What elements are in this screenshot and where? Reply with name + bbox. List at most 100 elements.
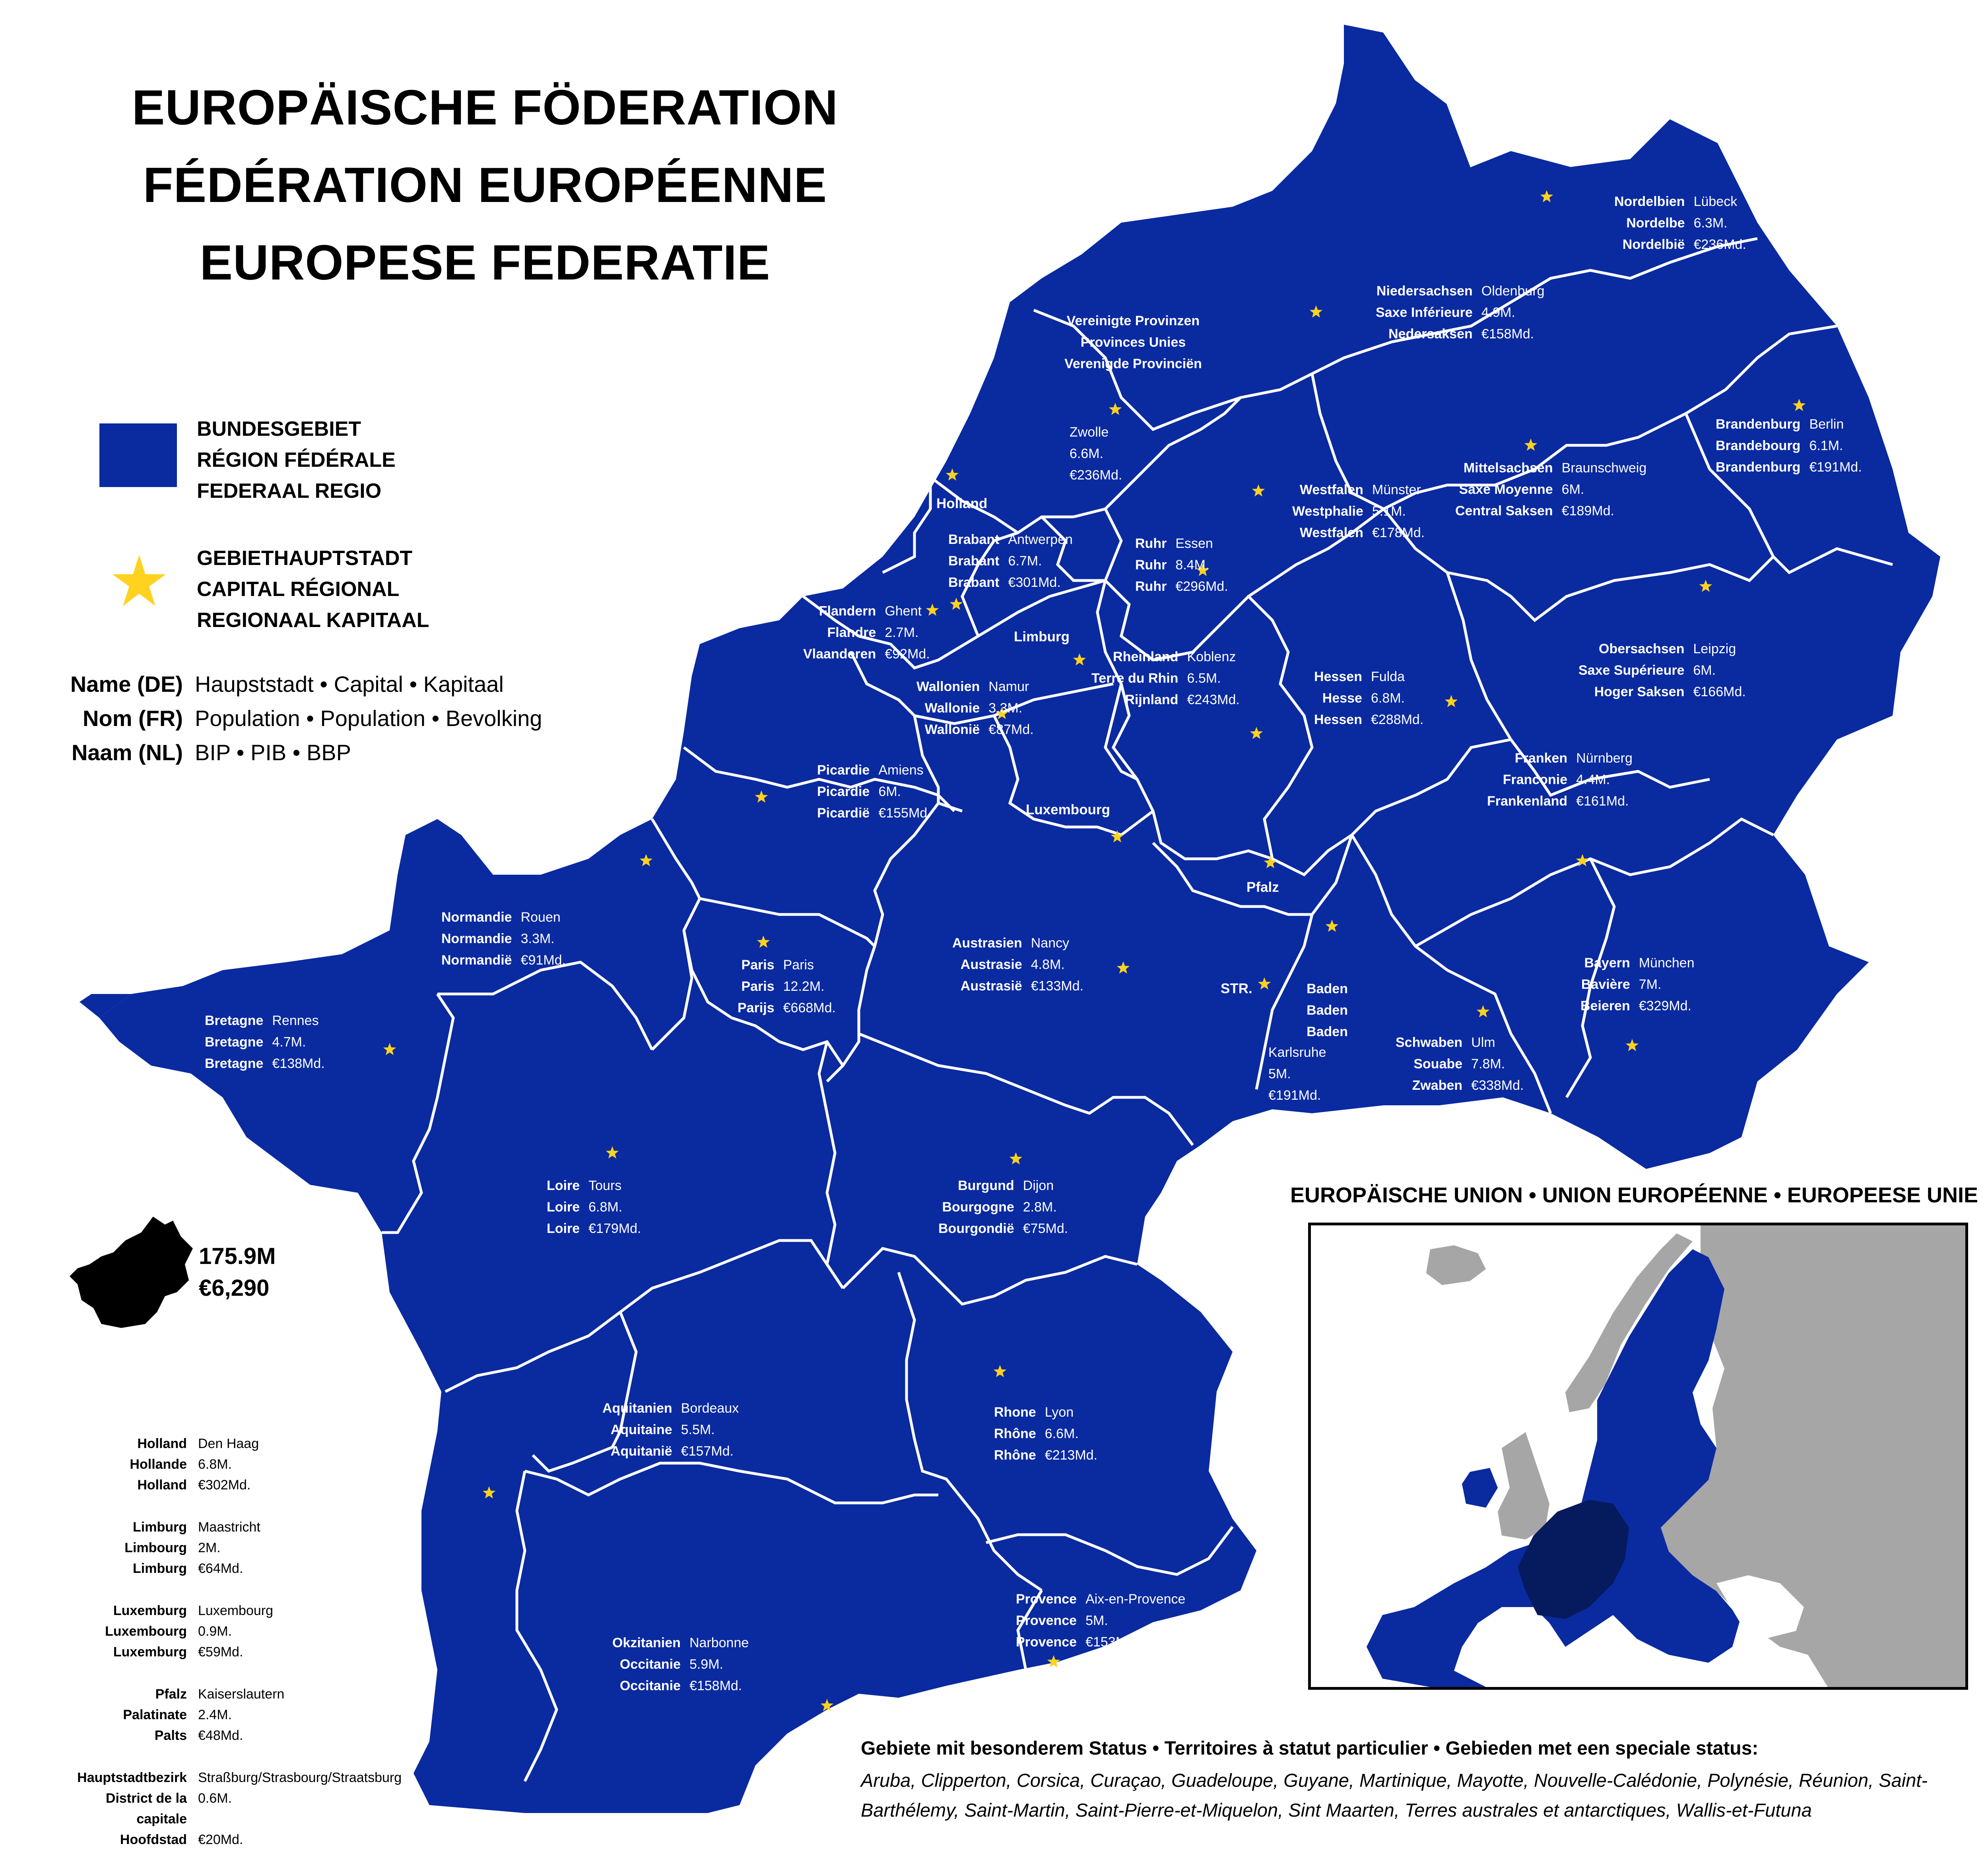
region-name: Loire xyxy=(547,1218,580,1239)
region-name: Niedersachsen xyxy=(1376,280,1473,302)
region-name: Baden xyxy=(1288,978,1348,1000)
region-name: Paris xyxy=(738,954,775,976)
region-stat: 7M. xyxy=(1639,974,1695,995)
region-name: Loire xyxy=(547,1196,580,1218)
region-stat: €301Md. xyxy=(1008,572,1073,593)
region-stat: €158Md. xyxy=(1481,323,1545,345)
region-baden-names: Baden Baden Baden xyxy=(1288,978,1348,1042)
region-label-rheinland: Rheinland Koblenz Terre du Rhin 6.5M. Rijnla… xyxy=(1091,646,1240,710)
total-population: 175.9M xyxy=(199,1240,276,1272)
region-name: Occitanie xyxy=(612,1675,681,1697)
region-name: Hollande xyxy=(60,1454,187,1475)
region-stat: €155Md. xyxy=(878,802,931,824)
region-label-bretagne: Bretagne Rennes Bretagne 4.7M. Bretagne €138M… xyxy=(205,1010,325,1074)
region-name: Ruhr xyxy=(1135,554,1167,576)
region-name: Holland xyxy=(60,1475,187,1495)
label-holland: Holland xyxy=(936,493,987,514)
region-label-flandern: Flandern Ghent Flandre 2.7M. Vlaanderen €92Md… xyxy=(803,600,930,665)
region-name: Rhone xyxy=(994,1402,1036,1423)
region-vp-names: Vereinigte Provinzen Provinces Unies Ver… xyxy=(1050,310,1217,375)
region-stat: Rennes xyxy=(272,1010,324,1031)
region-name: Obersachsen xyxy=(1578,638,1684,660)
region-name: Austrasië xyxy=(952,975,1022,997)
region-stat: €133Md. xyxy=(1031,975,1083,997)
region-stat: 5.5M. xyxy=(681,1419,739,1440)
region-name: Bretagne xyxy=(205,1031,263,1053)
region-name: Saxe Supérieure xyxy=(1578,660,1684,681)
region-name: Westfalen xyxy=(1292,522,1363,544)
region-stat: €138Md. xyxy=(272,1053,324,1074)
region-stat: €329Md. xyxy=(1639,995,1695,1017)
region-name: Hesse xyxy=(1314,687,1362,709)
region-name: Westphalie xyxy=(1292,501,1363,522)
region-name: Bourgondië xyxy=(938,1218,1014,1239)
legend-region-fr: RÉGION FÉDÉRALE xyxy=(197,445,396,476)
region-name: Luxemburg xyxy=(60,1642,187,1662)
legend-capital-de: GEBIETHAUPTSTADT xyxy=(197,543,429,574)
star-icon xyxy=(111,555,167,608)
region-label-franken: Franken Nürnberg Franconie 4.4M. Frankenland… xyxy=(1487,747,1633,812)
region-name: Bretagne xyxy=(205,1010,263,1031)
region-label-brandenburg: Brandenburg Berlin Brandebourg 6.1M. Branden… xyxy=(1716,413,1862,478)
region-name: Rhône xyxy=(994,1423,1036,1444)
region-name: Rheinland xyxy=(1091,646,1178,668)
region-name: Bavière xyxy=(1580,974,1630,995)
region-stat: 5M. xyxy=(1268,1063,1326,1085)
region-name: Mittelsachsen xyxy=(1455,457,1553,479)
region-name: Bretagne xyxy=(205,1053,263,1074)
region-stat: 6M. xyxy=(878,781,931,802)
small-region-entry: Limburg Maastricht Limbourg 2M. Limburg €64Md… xyxy=(60,1517,260,1579)
region-baden-stats: Karlsruhe 5M. €191Md. xyxy=(1268,1042,1326,1106)
region-label-provence: Provence Aix-en-Provence Provence 5M. Proven… xyxy=(1016,1588,1185,1653)
region-label-obersachsen: Obersachsen Leipzig Saxe Supérieure 6M. Hoge… xyxy=(1578,638,1746,703)
region-stat: Berlin xyxy=(1809,413,1862,435)
region-name: Palts xyxy=(60,1725,187,1746)
region-name: Baden xyxy=(1288,1021,1348,1042)
region-label-austrasien: Austrasien Nancy Austrasie 4.8M. Austrasië €1… xyxy=(952,932,1083,997)
region-name: Hessen xyxy=(1314,666,1362,687)
region-name: Luxembourg xyxy=(60,1621,187,1642)
region-name: Nordelbien xyxy=(1614,191,1685,212)
region-stat: Luxembourg xyxy=(198,1600,273,1621)
region-label-paris: Paris Paris Paris 12.2M. Parijs €668Md. xyxy=(738,954,836,1019)
region-name: Bourgogne xyxy=(938,1196,1014,1218)
region-stat: Amiens xyxy=(878,759,931,781)
region-name: Nordelbe xyxy=(1614,212,1685,234)
region-stat: Münster xyxy=(1372,479,1425,501)
region-stat: 6.8M. xyxy=(1371,687,1423,709)
region-name: Flandre xyxy=(803,622,876,643)
region-stat: €189Md. xyxy=(1562,500,1647,522)
region-name: Franconie xyxy=(1487,769,1567,790)
region-name: Saxe Inférieure xyxy=(1376,302,1473,323)
region-stat: 2.4M. xyxy=(198,1704,284,1725)
region-stat: 6.1M. xyxy=(1809,435,1862,456)
total-gdp: €6,290 xyxy=(199,1272,276,1304)
region-stat: €48Md. xyxy=(198,1725,284,1746)
region-stat: €302Md. xyxy=(198,1475,259,1495)
region-name: Hessen xyxy=(1314,709,1362,730)
region-stat: 6.8M. xyxy=(588,1196,641,1218)
region-name: Provence xyxy=(1016,1610,1077,1631)
region-name: Westfalen xyxy=(1292,479,1363,501)
federation-totals: 175.9M €6,290 xyxy=(199,1240,276,1304)
region-stat: 6.3M. xyxy=(1694,212,1746,234)
region-label-hessen: Hessen Fulda Hesse 6.8M. Hessen €288Md. xyxy=(1314,666,1423,730)
region-stat: Essen xyxy=(1175,533,1228,554)
region-name: Beieren xyxy=(1580,995,1630,1017)
region-stat: Antwerpen xyxy=(1008,529,1073,550)
region-name: Aquitanien xyxy=(602,1398,672,1419)
legend-capital-nl: REGIONAAL KAPITAAL xyxy=(197,605,429,636)
region-name: Aquitanië xyxy=(602,1440,672,1462)
region-stat: €236Md. xyxy=(1694,234,1746,255)
region-name: Normandie xyxy=(441,928,512,949)
region-stat: €20Md. xyxy=(198,1829,402,1850)
region-name: Baden xyxy=(1288,1000,1348,1021)
region-stat: €64Md. xyxy=(198,1558,260,1579)
region-stat: Maastricht xyxy=(198,1517,260,1537)
region-stat: 12.2M. xyxy=(783,976,836,997)
region-stat: Namur xyxy=(988,676,1033,697)
region-stat: €91Md. xyxy=(521,949,566,971)
region-stat: 2M. xyxy=(198,1537,260,1558)
region-name: Schwaben xyxy=(1396,1032,1462,1053)
region-stat: €296Md. xyxy=(1175,576,1228,597)
